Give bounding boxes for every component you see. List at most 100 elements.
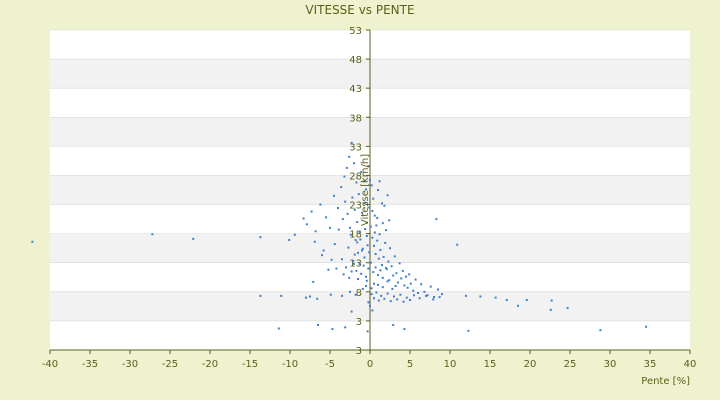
data-point xyxy=(151,233,154,236)
y-tick-label: 38 xyxy=(349,113,362,124)
data-point xyxy=(353,253,356,256)
data-point xyxy=(360,170,363,173)
data-point xyxy=(377,189,379,191)
data-point xyxy=(340,186,343,189)
data-point xyxy=(362,264,365,267)
data-point xyxy=(392,323,395,326)
x-tick-label: 30 xyxy=(604,359,617,370)
data-point xyxy=(549,308,552,311)
x-tick-label: -5 xyxy=(325,359,335,370)
y-tick-label: 18 xyxy=(349,230,362,241)
data-point xyxy=(382,255,385,258)
y-tick-label: 48 xyxy=(349,55,362,66)
x-tick-label: 15 xyxy=(484,359,497,370)
data-point xyxy=(357,193,360,196)
data-point xyxy=(517,304,519,307)
data-point xyxy=(423,290,426,293)
data-point xyxy=(342,273,345,276)
data-point xyxy=(433,296,435,299)
data-point xyxy=(31,240,34,243)
data-point xyxy=(365,275,367,278)
data-point xyxy=(333,194,335,197)
data-point xyxy=(393,255,396,258)
data-point xyxy=(372,271,375,274)
data-point xyxy=(479,295,482,298)
x-tick-label: 25 xyxy=(564,359,577,370)
data-point xyxy=(325,216,327,219)
data-point xyxy=(345,266,347,269)
data-point xyxy=(333,243,336,246)
data-point xyxy=(330,258,333,261)
data-point xyxy=(393,295,395,298)
data-point xyxy=(349,290,351,293)
data-point xyxy=(438,296,441,299)
data-point xyxy=(370,293,373,296)
data-point xyxy=(355,269,358,272)
data-point xyxy=(377,299,380,302)
data-point xyxy=(371,236,374,239)
data-point xyxy=(363,256,366,259)
data-point xyxy=(363,201,366,204)
chart-title: VITESSE vs PENTE xyxy=(305,3,415,17)
data-point xyxy=(387,260,390,263)
data-point xyxy=(372,197,375,200)
data-point xyxy=(435,218,438,221)
data-point xyxy=(350,141,353,144)
data-point xyxy=(314,230,317,233)
data-point xyxy=(405,296,408,299)
data-point xyxy=(377,283,379,286)
data-point xyxy=(373,282,375,285)
data-point xyxy=(365,234,368,237)
y-tick-label: 3 xyxy=(356,317,362,328)
data-point xyxy=(348,276,351,279)
data-point xyxy=(389,300,392,303)
data-point xyxy=(385,266,387,269)
data-point xyxy=(381,276,384,279)
y-tick-label: 8 xyxy=(356,288,362,299)
data-point xyxy=(345,166,348,169)
data-point xyxy=(359,238,362,241)
x-tick-label: -20 xyxy=(202,359,218,370)
data-point xyxy=(420,283,423,286)
data-point xyxy=(349,233,352,236)
data-point xyxy=(357,278,359,281)
data-point xyxy=(344,326,347,329)
data-point xyxy=(369,225,372,228)
data-point xyxy=(408,273,411,276)
x-tick-label: 35 xyxy=(644,359,657,370)
data-point xyxy=(388,219,391,222)
data-point xyxy=(386,280,389,283)
x-tick-label: 0 xyxy=(367,359,373,370)
data-point xyxy=(550,299,553,302)
y-tick-label: 3 xyxy=(356,346,362,357)
data-point xyxy=(317,323,319,326)
data-point xyxy=(389,247,391,250)
data-point xyxy=(302,217,305,220)
x-tick-label: 20 xyxy=(524,359,537,370)
data-point xyxy=(399,293,402,296)
data-point xyxy=(414,278,417,281)
data-point xyxy=(277,327,280,330)
data-point xyxy=(380,294,383,297)
data-point xyxy=(370,287,373,290)
data-point xyxy=(390,265,393,268)
data-point xyxy=(350,270,353,273)
data-point xyxy=(361,247,364,250)
data-point xyxy=(352,259,355,262)
data-point xyxy=(412,289,415,292)
data-point xyxy=(367,267,370,270)
data-point xyxy=(351,196,354,199)
data-point xyxy=(373,214,376,217)
y-tick-label: 23 xyxy=(349,201,362,212)
data-point xyxy=(379,248,382,251)
data-point xyxy=(350,310,353,313)
data-point xyxy=(376,239,379,242)
data-point xyxy=(259,236,262,239)
data-point xyxy=(305,296,307,299)
data-point xyxy=(645,325,647,328)
data-point xyxy=(341,218,344,221)
x-axis-label: Pente [%] xyxy=(641,376,690,387)
data-point xyxy=(361,287,364,290)
data-point xyxy=(369,179,371,182)
